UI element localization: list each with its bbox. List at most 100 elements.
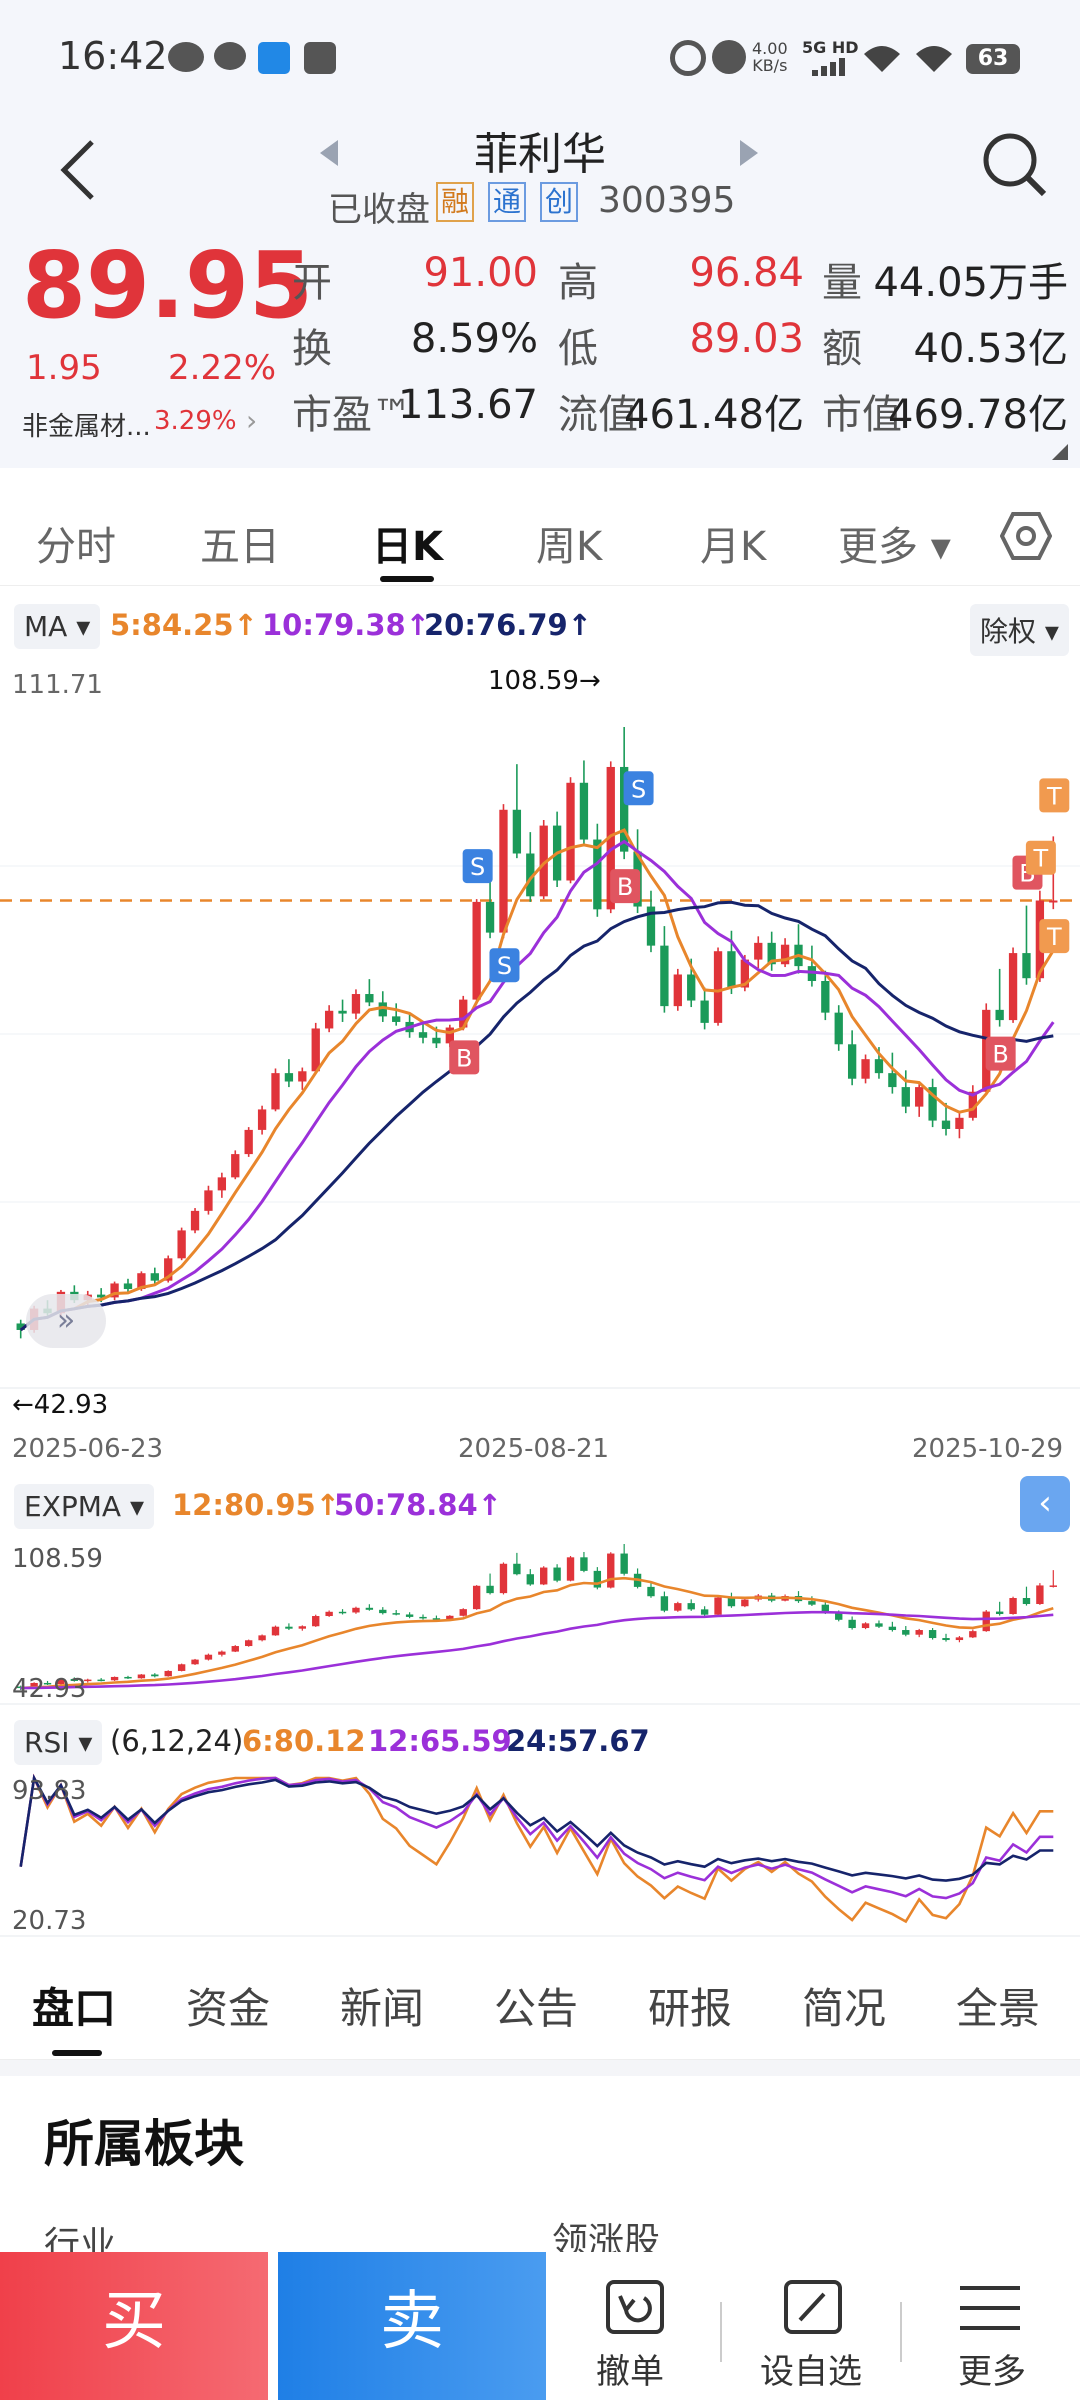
quote-value: 40.53亿 xyxy=(913,326,1068,372)
rsi-selector[interactable]: RSI ▾ xyxy=(14,1720,103,1765)
candle-body xyxy=(30,1682,38,1689)
candle-body xyxy=(432,1037,441,1044)
collapse-panel-button[interactable]: ‹ xyxy=(1020,1476,1070,1532)
candle-body xyxy=(700,1000,709,1023)
candle-body xyxy=(835,1612,843,1620)
candle-body xyxy=(151,1674,159,1677)
candle-body xyxy=(821,981,830,1013)
candle-body xyxy=(660,1596,669,1611)
section-divider xyxy=(0,2060,1080,2076)
quote-value: 113.67 xyxy=(398,382,538,428)
candle-body xyxy=(124,1676,132,1679)
tab-five-day[interactable]: 五日 xyxy=(200,524,280,570)
ma5-line xyxy=(19,828,1055,1332)
tab-order-book[interactable]: 盘口 xyxy=(32,1984,117,2033)
menu-icon[interactable] xyxy=(958,2282,1022,2338)
quote-value: 44.05万手 xyxy=(873,260,1068,306)
candle-body xyxy=(606,766,615,910)
candle-body xyxy=(311,1028,320,1072)
adjust-label: 除权 xyxy=(980,615,1037,648)
candle-body xyxy=(110,1676,119,1681)
quote-value: 96.84 xyxy=(689,250,804,296)
adjust-selector[interactable]: 除权 ▾ xyxy=(970,604,1069,656)
prev-stock-icon[interactable] xyxy=(318,138,340,172)
candlestick-chart[interactable]: SSBSBBBTTT xyxy=(0,660,1080,1430)
candle-body xyxy=(740,959,750,988)
candle-body xyxy=(928,1087,937,1121)
expma-selector[interactable]: EXPMA ▾ xyxy=(14,1484,155,1529)
ma-selector[interactable]: MA ▾ xyxy=(14,604,101,649)
tab-overview[interactable]: 全景 xyxy=(956,1984,1041,2033)
tab-news[interactable]: 新闻 xyxy=(340,1984,425,2033)
candle-body xyxy=(539,825,548,897)
settings-icon[interactable] xyxy=(999,510,1053,566)
sector-pct[interactable]: 3.29% xyxy=(154,406,237,436)
tab-more[interactable]: 更多 ▾ xyxy=(838,524,951,570)
candle-body xyxy=(190,1210,200,1231)
stock-name: 菲利华 xyxy=(474,129,606,180)
alarm-icon xyxy=(670,40,706,76)
candle-body xyxy=(285,1626,293,1629)
quote-key: 量 xyxy=(822,260,862,306)
buy-button[interactable]: 买 xyxy=(0,2252,268,2400)
tab-research[interactable]: 研报 xyxy=(648,1984,733,2033)
candle-body xyxy=(419,1616,427,1619)
search-icon[interactable] xyxy=(980,130,1050,204)
candle-body xyxy=(754,942,763,960)
candle-body xyxy=(137,1273,146,1290)
candle-body xyxy=(379,1609,387,1614)
tab-announcements[interactable]: 公告 xyxy=(494,1984,579,2033)
candle-body xyxy=(217,1177,227,1191)
candle-body xyxy=(365,994,374,1003)
candle-body xyxy=(231,1154,240,1178)
candle-body xyxy=(123,1283,133,1290)
candle-body xyxy=(780,944,790,965)
candle-body xyxy=(620,1553,628,1574)
expand-handle-icon[interactable]: » xyxy=(26,1294,106,1348)
tab-profile[interactable]: 简况 xyxy=(802,1984,887,2033)
expand-corner-icon[interactable] xyxy=(1052,444,1068,460)
candle-body xyxy=(97,1679,105,1682)
candle-body xyxy=(351,994,361,1014)
chevron-right-icon[interactable]: › xyxy=(246,404,258,437)
candle-body xyxy=(540,1567,548,1585)
undo-order-icon[interactable] xyxy=(604,2278,666,2340)
candle-body xyxy=(244,1640,253,1647)
back-button[interactable] xyxy=(52,132,112,202)
info-tabs: 盘口 资金 新闻 公告 研报 简况 全景 xyxy=(0,1940,1080,2060)
candle-body xyxy=(1009,1598,1017,1615)
candle-body xyxy=(821,1604,830,1613)
candle-body xyxy=(191,1659,199,1665)
quote-key: 开 xyxy=(292,260,332,306)
candle-body xyxy=(150,1273,159,1281)
candle-body xyxy=(593,1570,602,1588)
sector-name[interactable]: 非金属材... xyxy=(22,412,151,442)
chart-period-tabs: 分时 五日 日K 周K 月K 更多 ▾ xyxy=(0,486,1080,586)
candle-body xyxy=(137,1674,146,1679)
rsi24-legend: 24:57.67 xyxy=(506,1724,650,1758)
sell-button[interactable]: 卖 xyxy=(278,2252,546,2400)
undo-order-label[interactable]: 撤单 xyxy=(596,2352,664,2392)
tab-daily-k[interactable]: 日K xyxy=(372,524,443,570)
net-speed: 4.00 KB/s xyxy=(752,39,788,75)
expma50-line xyxy=(20,1610,1054,1690)
next-stock-icon[interactable] xyxy=(738,138,760,172)
tag-connect: 通 xyxy=(488,182,526,222)
tab-weekly-k[interactable]: 周K xyxy=(536,524,603,570)
network-type: 5G HD xyxy=(802,38,859,57)
add-watchlist-label[interactable]: 设自选 xyxy=(760,2352,862,2392)
candle-body xyxy=(687,1603,695,1610)
candle-body xyxy=(392,1016,401,1022)
candle-body xyxy=(472,901,481,1000)
expma-ymin: 42.93 xyxy=(12,1674,87,1704)
expma12-line xyxy=(20,1576,1054,1690)
candle-body xyxy=(727,1597,736,1607)
candle-body xyxy=(915,1087,924,1107)
tab-funds[interactable]: 资金 xyxy=(186,1984,271,2033)
candle-body xyxy=(324,1010,334,1029)
more-label[interactable]: 更多 xyxy=(958,2352,1026,2392)
divider-1 xyxy=(720,2302,722,2362)
add-watchlist-icon[interactable] xyxy=(782,2278,844,2340)
tab-monthly-k[interactable]: 月K xyxy=(700,524,767,570)
tab-intraday[interactable]: 分时 xyxy=(36,524,116,570)
